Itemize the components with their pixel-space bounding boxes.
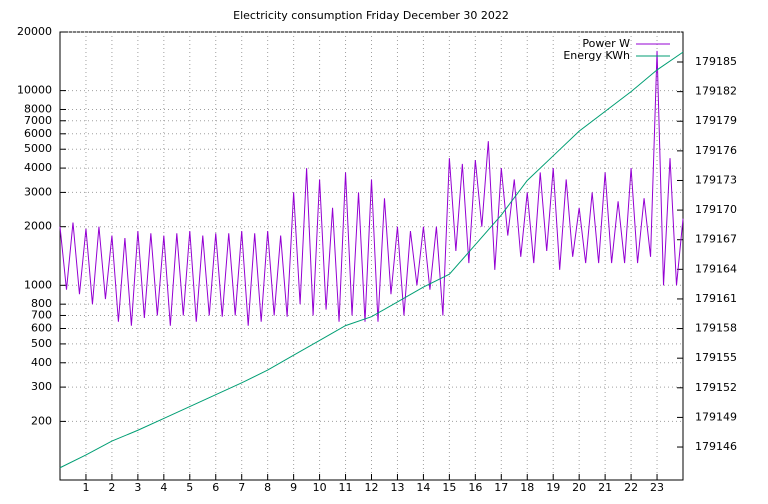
- y2-tick-label: 179182: [695, 85, 737, 98]
- y-tick-label: 20000: [17, 25, 52, 38]
- y-tick-label: 200: [31, 414, 52, 427]
- x-tick-label: 10: [313, 481, 327, 494]
- x-tick-label: 11: [339, 481, 353, 494]
- x-tick-label: 8: [264, 481, 271, 494]
- chart-title: Electricity consumption Friday December …: [233, 9, 509, 22]
- x-tick-label: 9: [290, 481, 297, 494]
- y2-tick-label: 179176: [695, 144, 737, 157]
- y-tick-label: 600: [31, 321, 52, 334]
- y-tick-label: 400: [31, 356, 52, 369]
- x-tick-label: 19: [546, 481, 560, 494]
- y-tick-label: 5000: [24, 142, 52, 155]
- legend-label: Power W: [582, 37, 630, 50]
- x-tick-label: 6: [212, 481, 219, 494]
- series-line: [59, 50, 684, 326]
- x-tick-label: 2: [108, 481, 115, 494]
- y2-tick-label: 179170: [695, 203, 737, 216]
- x-tick-label: 23: [650, 481, 664, 494]
- x-tick-label: 18: [520, 481, 534, 494]
- y-tick-label: 6000: [24, 127, 52, 140]
- y-tick-label: 7000: [24, 114, 52, 127]
- x-tick-label: 22: [624, 481, 638, 494]
- x-tick-label: 7: [238, 481, 245, 494]
- y-tick-label: 500: [31, 337, 52, 350]
- y2-tick-label: 179167: [695, 233, 737, 246]
- y-tick-label: 4000: [24, 161, 52, 174]
- legend-label: Energy KWh: [563, 49, 630, 62]
- y2-tick-label: 179146: [695, 440, 737, 453]
- x-tick-label: 16: [468, 481, 482, 494]
- y-tick-label: 2000: [24, 220, 52, 233]
- x-tick-label: 21: [598, 481, 612, 494]
- x-tick-label: 13: [390, 481, 404, 494]
- y2-tick-label: 179158: [695, 322, 737, 335]
- x-tick-label: 14: [416, 481, 430, 494]
- x-tick-label: 3: [134, 481, 141, 494]
- y2-tick-label: 179179: [695, 114, 737, 127]
- y2-tick-label: 179164: [695, 262, 737, 275]
- y-tick-label: 300: [31, 380, 52, 393]
- y2-tick-label: 179149: [695, 410, 737, 423]
- y2-tick-label: 179185: [695, 55, 737, 68]
- x-tick-label: 5: [186, 481, 193, 494]
- x-tick-label: 17: [494, 481, 508, 494]
- y2-tick-label: 179173: [695, 173, 737, 186]
- x-tick-label: 1: [82, 481, 89, 494]
- y-tick-label: 700: [31, 308, 52, 321]
- x-tick-label: 20: [572, 481, 586, 494]
- y2-tick-label: 179152: [695, 381, 737, 394]
- y2-tick-label: 179155: [695, 351, 737, 364]
- y-tick-label: 3000: [24, 185, 52, 198]
- y-tick-label: 1000: [24, 278, 52, 291]
- x-tick-label: 4: [160, 481, 167, 494]
- y2-tick-label: 179161: [695, 292, 737, 305]
- series-line: [59, 51, 684, 469]
- x-tick-label: 15: [442, 481, 456, 494]
- y-tick-label: 10000: [17, 84, 52, 97]
- y-tick-label: 800: [31, 297, 52, 310]
- x-tick-label: 12: [365, 481, 379, 494]
- y-tick-label: 8000: [24, 102, 52, 115]
